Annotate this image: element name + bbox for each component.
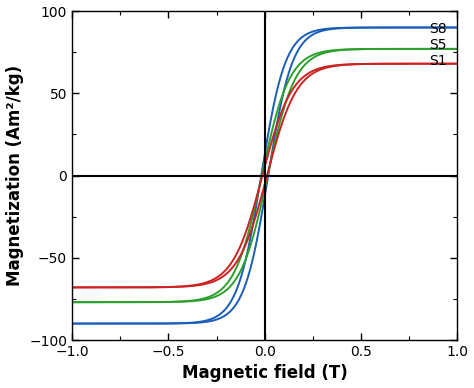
Line: S5: S5 xyxy=(72,49,457,302)
S5 xyxy=(455,47,460,51)
Line: S8: S8 xyxy=(72,28,457,324)
S1 xyxy=(455,61,460,66)
S5 xyxy=(69,300,75,305)
S8 xyxy=(455,25,460,30)
S5 xyxy=(293,66,299,71)
S5 xyxy=(362,47,367,51)
Y-axis label: Magnetization (Am²/kg): Magnetization (Am²/kg) xyxy=(6,65,24,286)
S8 xyxy=(69,321,75,326)
Legend: S8, S5, S1: S8, S5, S1 xyxy=(425,18,450,73)
S5 xyxy=(401,47,407,51)
S1 xyxy=(93,285,99,290)
S1 xyxy=(315,67,320,71)
S8 xyxy=(362,25,367,30)
S8 xyxy=(93,321,99,326)
S5 xyxy=(315,51,320,55)
S1 xyxy=(303,73,309,77)
S1 xyxy=(69,285,75,290)
S8 xyxy=(303,32,309,37)
S8 xyxy=(293,41,299,46)
Line: S1: S1 xyxy=(72,64,457,288)
S5 xyxy=(93,300,99,305)
S8 xyxy=(401,25,407,30)
X-axis label: Magnetic field (T): Magnetic field (T) xyxy=(182,364,347,383)
S1 xyxy=(362,62,367,66)
S1 xyxy=(293,83,299,87)
S8 xyxy=(315,28,320,33)
S5 xyxy=(303,56,309,61)
S1 xyxy=(401,61,407,66)
